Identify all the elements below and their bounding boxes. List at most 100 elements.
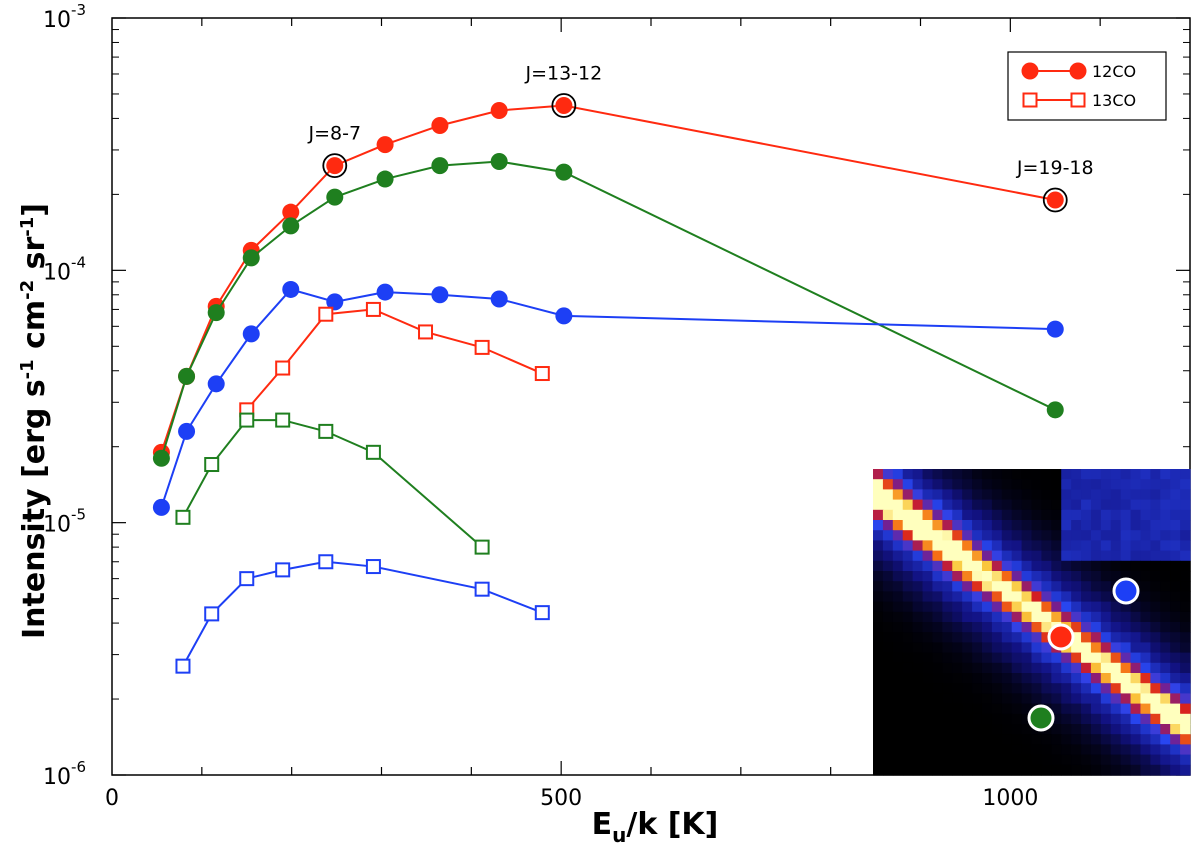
inset-cell bbox=[873, 520, 884, 531]
inset-cell bbox=[892, 744, 904, 756]
inset-cell bbox=[873, 662, 884, 674]
inset-cell bbox=[991, 754, 1003, 766]
inset-cell bbox=[1150, 509, 1161, 521]
series-13co-5 bbox=[175, 554, 550, 674]
inset-cell bbox=[1140, 673, 1151, 684]
inset-cell bbox=[972, 520, 983, 531]
inset-cell bbox=[1140, 683, 1151, 694]
inset-cell bbox=[952, 764, 963, 776]
inset-cell bbox=[962, 601, 973, 613]
inset-cell bbox=[882, 499, 894, 511]
inset-cell bbox=[892, 479, 904, 490]
inset-cell bbox=[1170, 591, 1181, 603]
inset-cell bbox=[981, 571, 993, 582]
inset-cell bbox=[892, 601, 904, 613]
inset-cell bbox=[1071, 530, 1082, 541]
inset-cell bbox=[902, 683, 914, 694]
inset-cell bbox=[1051, 479, 1062, 490]
data-point bbox=[282, 217, 300, 235]
inset-cell bbox=[1180, 581, 1191, 592]
inset-cell bbox=[1150, 632, 1161, 643]
inset-cell bbox=[1001, 540, 1013, 552]
inset-cell bbox=[1061, 499, 1072, 511]
inset-cell bbox=[981, 662, 993, 674]
inset-cell bbox=[1170, 560, 1181, 572]
inset-cell bbox=[922, 571, 934, 582]
inset-cell bbox=[873, 693, 884, 705]
inset-cell bbox=[1180, 642, 1191, 654]
inset-cell bbox=[1011, 601, 1023, 613]
data-point bbox=[1046, 401, 1064, 419]
annotation-label: J=13-12 bbox=[524, 63, 602, 85]
inset-cell bbox=[991, 683, 1003, 694]
inset-cell bbox=[1081, 703, 1092, 715]
inset-cell bbox=[1160, 652, 1171, 664]
inset-cell bbox=[952, 509, 963, 521]
inset-cell bbox=[962, 509, 973, 521]
inset-cell bbox=[1110, 550, 1122, 562]
inset-cell bbox=[1180, 540, 1191, 552]
inset-cell bbox=[932, 469, 943, 480]
inset-cell bbox=[912, 499, 924, 511]
series-line bbox=[182, 560, 543, 667]
inset-cell bbox=[1031, 520, 1043, 531]
inset-cell bbox=[1160, 560, 1171, 572]
inset-cell bbox=[952, 642, 963, 654]
inset-cell bbox=[1071, 622, 1082, 633]
inset-cell bbox=[1100, 683, 1112, 694]
data-point bbox=[365, 444, 381, 460]
inset-cell bbox=[1160, 591, 1171, 603]
inset-cell bbox=[942, 479, 953, 490]
inset-cell bbox=[1140, 591, 1151, 603]
inset-cell bbox=[882, 520, 894, 531]
inset-cell bbox=[1160, 550, 1171, 562]
data-point bbox=[1046, 191, 1064, 209]
inset-cell bbox=[1001, 764, 1013, 776]
inset-cell bbox=[1021, 632, 1033, 643]
inset-cell bbox=[1160, 642, 1171, 654]
inset-cell bbox=[902, 652, 914, 664]
inset-cell bbox=[892, 550, 904, 562]
inset-cell bbox=[1081, 622, 1092, 633]
inset-cell bbox=[912, 713, 924, 725]
inset-cell bbox=[932, 479, 943, 490]
inset-cell bbox=[962, 734, 973, 745]
inset-cell bbox=[991, 713, 1003, 725]
inset-cell bbox=[1180, 601, 1191, 613]
inset-cell bbox=[1001, 734, 1013, 745]
inset-cell bbox=[1180, 591, 1191, 603]
inset-cell bbox=[1011, 734, 1023, 745]
inset-cell bbox=[1180, 530, 1191, 541]
inset-cell bbox=[1130, 744, 1142, 756]
inset-cell bbox=[1140, 489, 1151, 501]
inset-cell bbox=[1160, 622, 1171, 633]
inset-cell bbox=[922, 509, 934, 521]
inset-cell bbox=[1140, 520, 1151, 531]
inset-heatmap bbox=[873, 469, 1191, 776]
inset-cell bbox=[1140, 571, 1151, 582]
inset-cell bbox=[981, 744, 993, 756]
inset-cell bbox=[942, 662, 953, 674]
inset-cell bbox=[962, 489, 973, 501]
inset-cell bbox=[892, 509, 904, 521]
inset-cell bbox=[1160, 632, 1171, 643]
inset-cell bbox=[1090, 560, 1102, 572]
inset-cell bbox=[1011, 642, 1023, 654]
data-point bbox=[376, 283, 394, 301]
inset-cell bbox=[1031, 673, 1043, 684]
inset-cell bbox=[922, 744, 934, 756]
inset-cell bbox=[942, 499, 953, 511]
inset-cell bbox=[1110, 611, 1122, 623]
inset-cell bbox=[952, 734, 963, 745]
inset-cell bbox=[1120, 499, 1132, 511]
inset-cell bbox=[1110, 520, 1122, 531]
inset-cell bbox=[1021, 622, 1033, 633]
inset-cell bbox=[882, 601, 894, 613]
inset-cell bbox=[1180, 703, 1191, 715]
inset-cell bbox=[962, 560, 973, 572]
inset-cell bbox=[1140, 479, 1151, 490]
inset-cell bbox=[991, 642, 1003, 654]
inset-cell bbox=[972, 693, 983, 705]
inset-cell bbox=[1170, 734, 1181, 745]
inset-cell bbox=[1041, 499, 1052, 511]
